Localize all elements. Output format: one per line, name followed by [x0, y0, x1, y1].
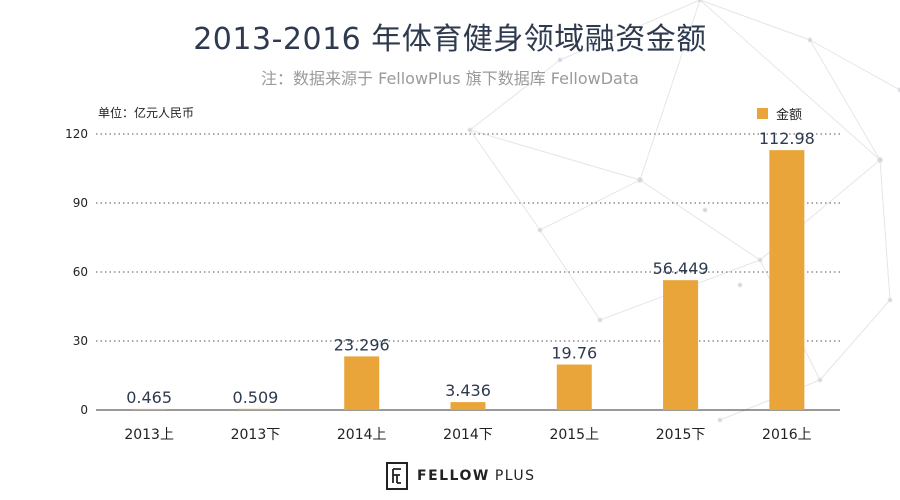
bar-value-label: 23.296: [334, 335, 390, 354]
footer-brand-bold: FELLOW: [417, 468, 490, 484]
legend: 金额: [757, 104, 802, 123]
chart-subtitle: 注：数据来源于 FellowPlus 旗下数据库 FellowData: [261, 69, 639, 88]
legend-label: 金额: [776, 108, 803, 123]
bar-value-label: 3.436: [445, 381, 491, 400]
legend-swatch: [757, 108, 768, 119]
bar: [344, 356, 380, 410]
chart-title: 2013-2016 年体育健身领域融资金额: [193, 22, 707, 57]
x-tick-label: 2014上: [337, 427, 387, 443]
unit-label: 单位：亿元人民币: [98, 106, 195, 120]
x-tick-label: 2013下: [231, 427, 281, 443]
bar: [556, 364, 592, 410]
footer-brand: FELLOW PLUS: [386, 462, 536, 490]
x-tick-label: 2013上: [124, 427, 174, 443]
x-tick-label: 2014下: [443, 427, 493, 443]
x-tick-label: 2016上: [762, 427, 812, 443]
bar: [237, 408, 273, 410]
bar-value-label: 0.509: [233, 388, 279, 407]
y-tick-label: 0: [80, 403, 88, 417]
bar-value-label: 19.76: [551, 344, 597, 363]
bar: [131, 408, 167, 410]
x-tick-label: 2015上: [549, 427, 599, 443]
fellowplus-logo-icon: [386, 462, 408, 490]
footer-brand-light: PLUS: [494, 468, 536, 484]
bar: [450, 402, 486, 410]
y-tick-label: 90: [73, 196, 88, 210]
bar-value-label: 112.98: [759, 129, 815, 148]
x-tick-label: 2015下: [656, 427, 706, 443]
y-tick-label: 120: [65, 127, 88, 141]
y-tick-label: 60: [73, 265, 88, 279]
y-tick-label: 30: [73, 334, 88, 348]
bar-value-label: 56.449: [653, 259, 709, 278]
bar: [663, 280, 699, 410]
bar-value-label: 0.465: [126, 388, 172, 407]
bar: [769, 150, 805, 410]
